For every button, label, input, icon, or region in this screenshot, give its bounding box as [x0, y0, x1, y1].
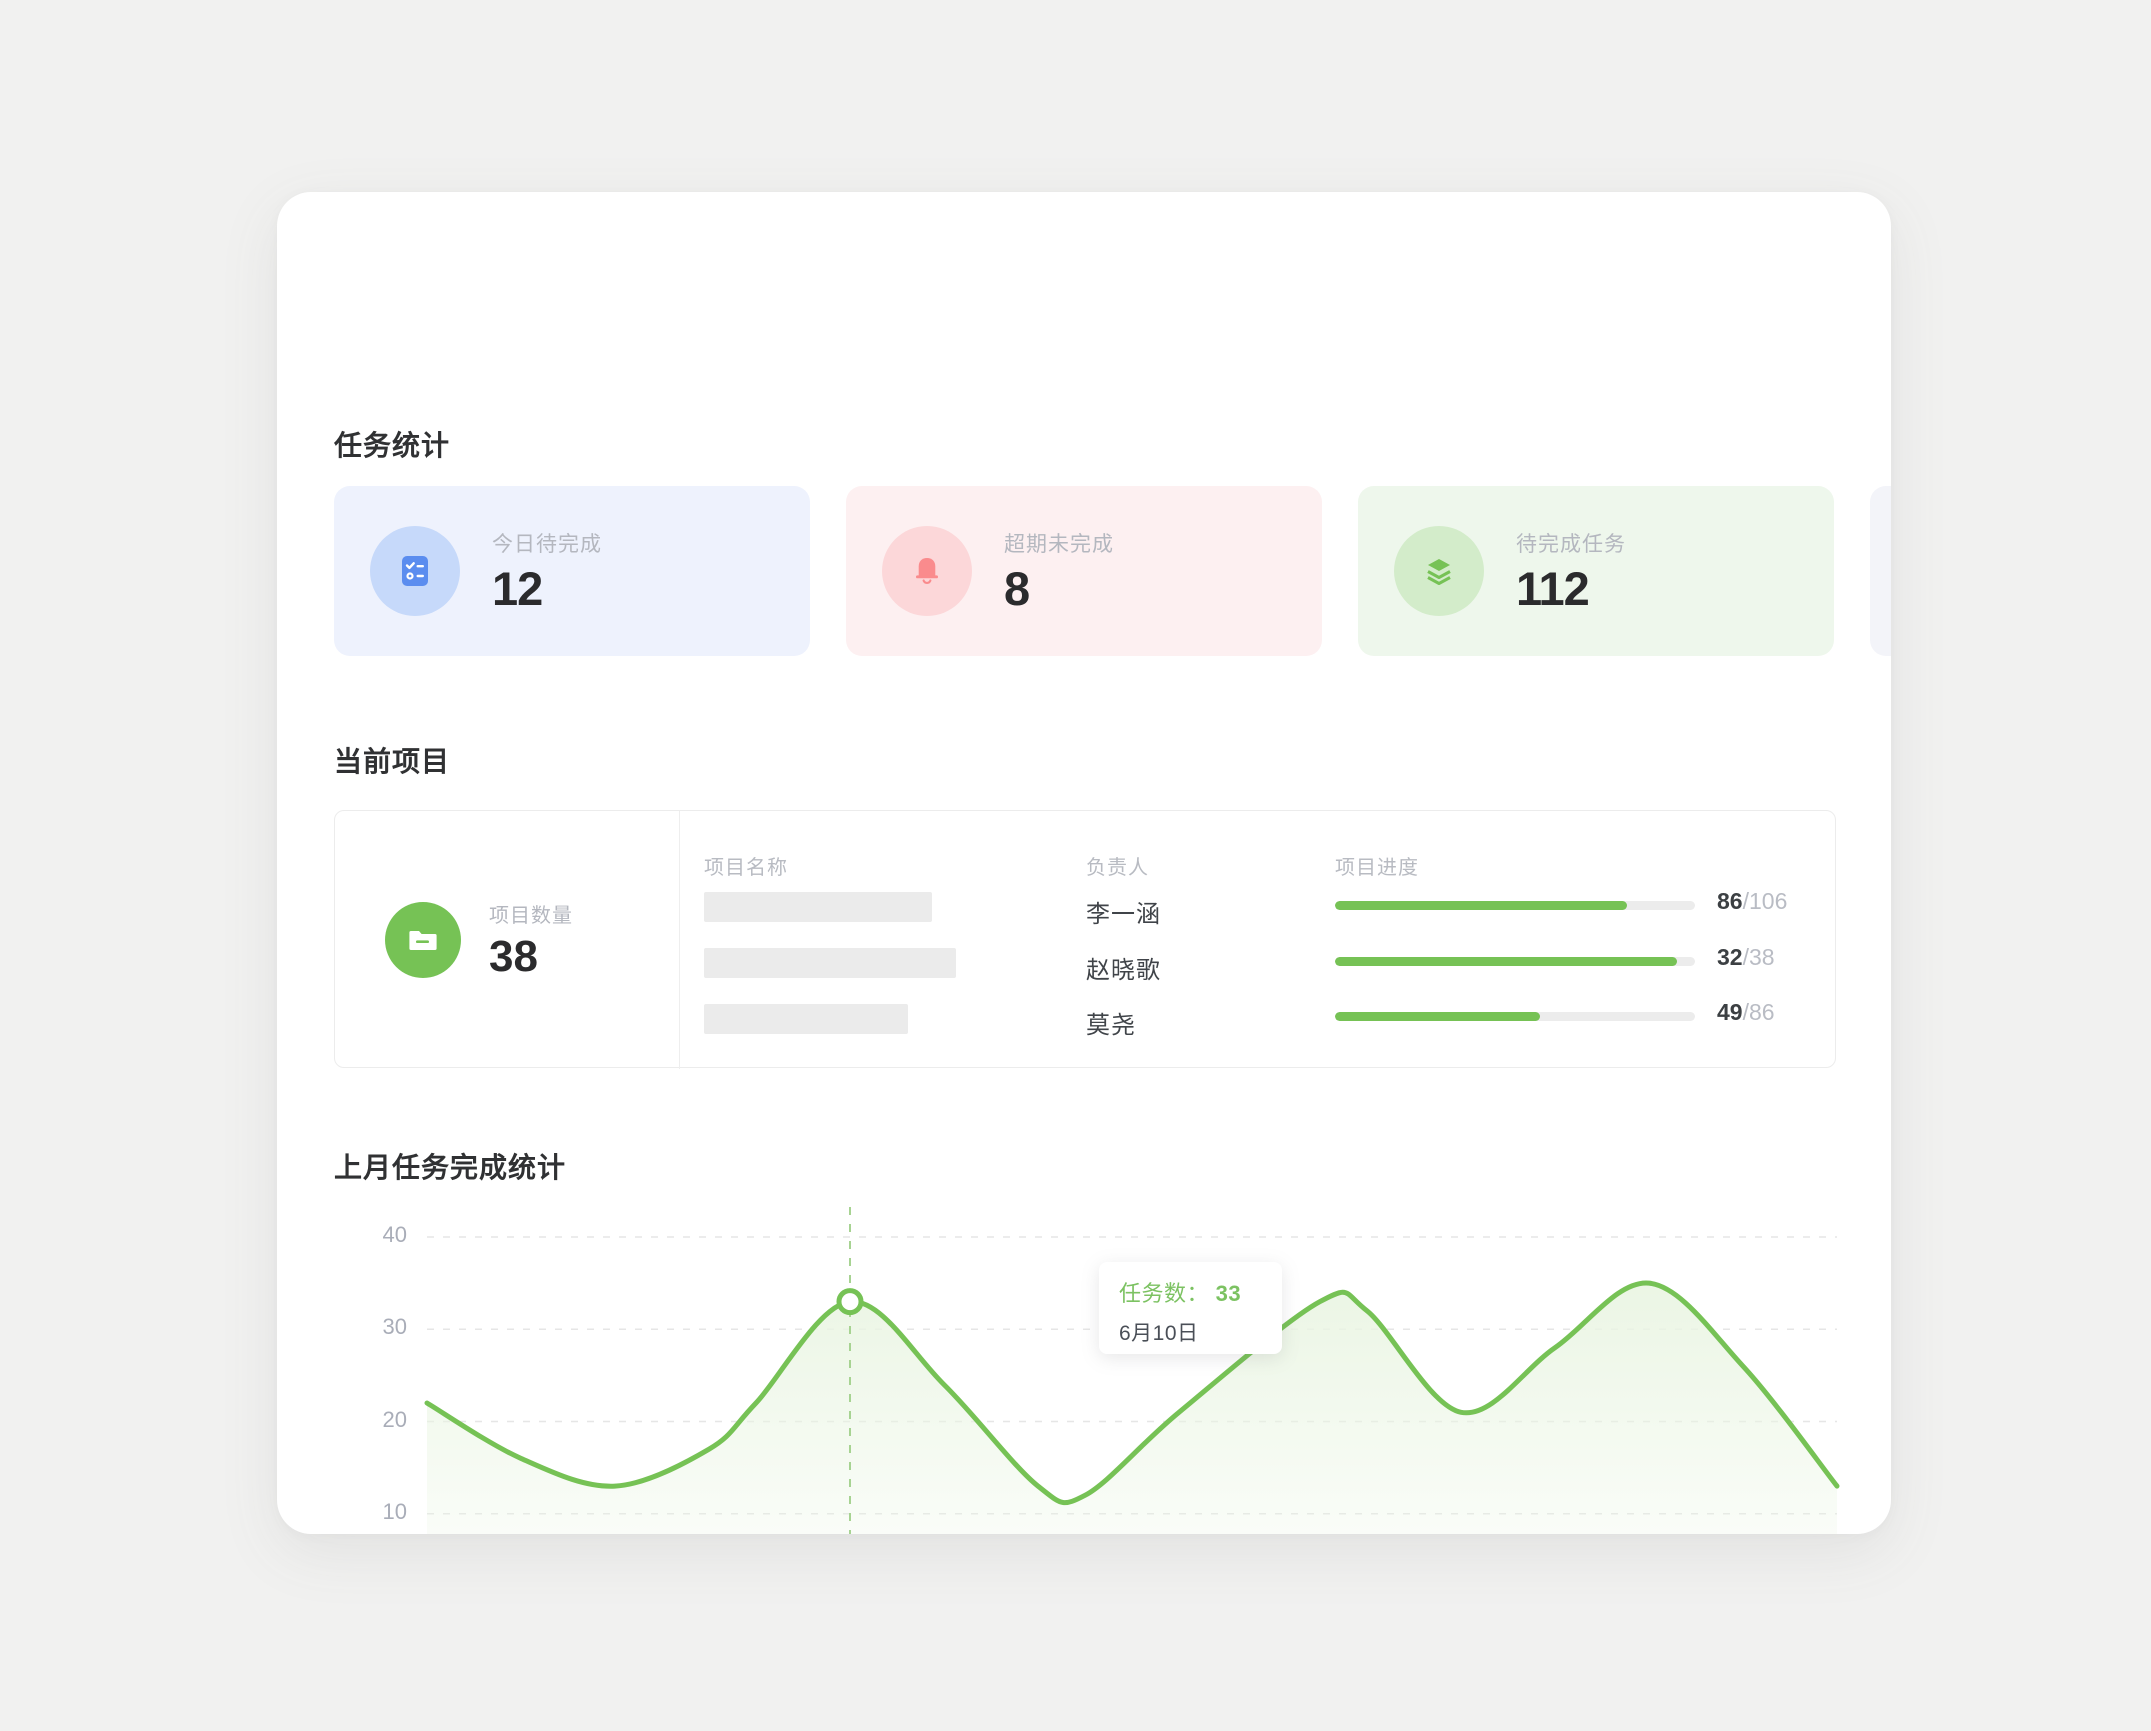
chart-highlight-point[interactable] [836, 1288, 864, 1316]
stat-card-label: 超期未完成 [1004, 533, 1114, 557]
chart-tooltip: 任务数： 33 6月10日 [1099, 1262, 1282, 1354]
current-project-card: 项目数量 38 项目名称 负责人 项目进度 李一涵 赵晓歌 莫尧 86/106 [334, 810, 1836, 1069]
y-axis-tick: 40 [382, 1222, 407, 1247]
tooltip-date: 6月10日 [1119, 1322, 1199, 1345]
tooltip-metric-label: 任务数： [1119, 1281, 1210, 1306]
chart-canvas [424, 1207, 1840, 1534]
project-count-value: 38 [489, 932, 538, 982]
column-header-owner: 负责人 [1086, 857, 1149, 879]
bell-icon [882, 526, 972, 616]
owner-name: 赵晓歌 [1086, 957, 1161, 984]
project-name-placeholder [704, 892, 932, 922]
progress-done: 86 [1717, 888, 1743, 914]
progress-done: 49 [1717, 999, 1743, 1025]
y-axis-tick: 20 [382, 1406, 407, 1432]
tooltip-metric: 任务数： 33 [1119, 1276, 1282, 1308]
progress-total: /86 [1742, 999, 1775, 1025]
stat-card-list: 今日待完成 12 超期未完成 8 [334, 486, 1891, 656]
page-title-current-project: 当前项目 [334, 746, 451, 777]
stat-card-today-pending[interactable]: 今日待完成 12 [334, 486, 810, 656]
progress-total: /106 [1742, 888, 1788, 914]
project-name-placeholder [704, 1004, 908, 1034]
progress-row: 32/38 [1335, 944, 1795, 981]
stat-card-value: 12 [492, 562, 543, 616]
y-axis-tick: 10 [382, 1498, 407, 1524]
stat-card-label: 待完成任务 [1516, 533, 1626, 557]
progress-fill [1335, 901, 1627, 910]
stat-card-text: 待完成任务 112 [1516, 528, 1626, 613]
stat-card-pending-tasks[interactable]: 待完成任务 112 [1358, 486, 1834, 656]
progress-done: 32 [1717, 944, 1743, 970]
stat-card-value: 8 [1004, 562, 1030, 616]
page-title-chart: 上月任务完成统计 [334, 1152, 567, 1183]
progress-track [1335, 901, 1695, 910]
progress-track [1335, 957, 1695, 966]
tooltip-metric-value: 33 [1215, 1281, 1242, 1306]
chart-line [424, 1280, 1840, 1506]
progress-fill [1335, 1012, 1541, 1021]
y-axis-tick: 30 [382, 1314, 407, 1340]
column-header-progress: 项目进度 [1335, 857, 1419, 879]
owner-name: 莫尧 [1086, 1012, 1136, 1039]
stat-card-next-partial[interactable] [1870, 486, 1891, 656]
column-header-project-name: 项目名称 [704, 857, 788, 879]
stat-card-overdue[interactable]: 超期未完成 8 [846, 486, 1322, 656]
chart-area-fill [427, 1283, 1837, 1534]
project-count-text: 项目数量 38 [489, 899, 573, 980]
dashboard-panel: 任务统计 今日待完成 12 [277, 192, 1891, 1534]
progress-value: 49/86 [1717, 999, 1775, 1026]
stat-card-text: 今日待完成 12 [492, 528, 602, 613]
stat-card-value: 112 [1516, 562, 1590, 616]
progress-track [1335, 1012, 1695, 1021]
progress-row: 49/86 [1335, 999, 1795, 1036]
project-count-block: 项目数量 38 [335, 811, 680, 1069]
progress-total: /38 [1742, 944, 1775, 970]
progress-row: 86/106 [1335, 888, 1795, 925]
folder-icon [385, 902, 461, 978]
progress-value: 32/38 [1717, 944, 1775, 971]
page-title-task-stats: 任务统计 [334, 430, 451, 461]
owner-name: 李一涵 [1086, 901, 1161, 928]
checklist-icon [370, 526, 460, 616]
progress-fill [1335, 957, 1677, 966]
project-count-label: 项目数量 [489, 905, 573, 928]
stat-card-text: 超期未完成 8 [1004, 528, 1114, 613]
stat-card-label: 今日待完成 [492, 533, 602, 557]
layers-icon [1394, 526, 1484, 616]
project-name-placeholder [704, 948, 956, 978]
progress-value: 86/106 [1717, 888, 1787, 915]
